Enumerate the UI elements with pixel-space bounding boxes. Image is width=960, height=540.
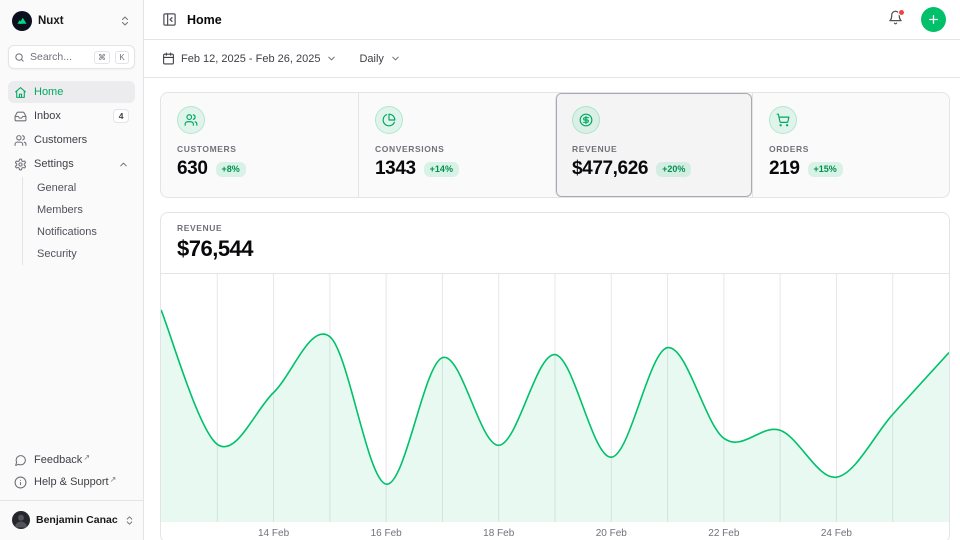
sidebar-item-home[interactable]: Home [8, 81, 135, 103]
chevrons-up-down-icon [124, 515, 135, 526]
shopping-cart-icon [769, 106, 797, 134]
stat-label: CUSTOMERS [177, 144, 342, 154]
stat-value: $477,626 [572, 158, 648, 180]
stat-card-orders[interactable]: ORDERS 219 +15% [752, 93, 949, 197]
stat-label: ORDERS [769, 144, 933, 154]
settings-subnav: General Members Notifications Security [22, 177, 135, 265]
user-menu[interactable]: Benjamin Canac [8, 508, 135, 532]
external-link-icon: ↗ [83, 453, 90, 462]
app-window: Nuxt Search... ⌘ K Home [0, 0, 960, 540]
revenue-chart-card: REVENUE $76,544 14 Feb 16 Feb 18 Feb 20 Feb… [160, 212, 950, 540]
sidebar-item-feedback[interactable]: Feedback↗ [8, 449, 135, 471]
external-link-icon: ↗ [110, 475, 117, 484]
pie-chart-icon [375, 106, 403, 134]
stat-card-conversions[interactable]: CONVERSIONS 1343 +14% [358, 93, 555, 197]
sidebar-item-members[interactable]: Members [33, 199, 135, 221]
sidebar-item-label: Home [34, 86, 129, 98]
sidebar-item-inbox[interactable]: Inbox 4 [8, 105, 135, 127]
page-header: Home [144, 0, 960, 40]
users-icon [14, 134, 27, 147]
notification-dot [898, 9, 905, 16]
stat-delta-badge: +20% [656, 162, 691, 177]
filters-toolbar: Feb 12, 2025 - Feb 26, 2025 Daily [144, 40, 960, 78]
avatar [12, 511, 30, 529]
chart-header: REVENUE $76,544 [161, 213, 949, 274]
stat-label: REVENUE [572, 144, 736, 154]
x-axis-tick-label: 24 Feb [821, 528, 853, 539]
sidebar-item-notifications[interactable]: Notifications [33, 221, 135, 243]
search-input[interactable]: Search... ⌘ K [8, 45, 135, 69]
chevron-up-icon [118, 159, 129, 170]
customers-icon [177, 106, 205, 134]
dollar-circle-icon [572, 106, 600, 134]
stat-delta-badge: +15% [808, 162, 843, 177]
sidebar-spacer [8, 265, 135, 449]
plus-icon [927, 13, 940, 26]
sidebar-item-label: Inbox [34, 110, 106, 122]
revenue-area-chart: 14 Feb 16 Feb 18 Feb 20 Feb 22 Feb 24 Feb [161, 274, 949, 540]
sidebar-item-label: Help & Support↗ [34, 476, 129, 488]
notifications-button[interactable] [886, 8, 905, 32]
chart-total-value: $76,544 [177, 236, 933, 262]
chart-label: REVENUE [177, 223, 933, 233]
period-value: Daily [359, 53, 383, 65]
chart-plot-area[interactable]: 14 Feb 16 Feb 18 Feb 20 Feb 22 Feb 24 Feb [161, 274, 949, 540]
sidebar-item-help-support[interactable]: Help & Support↗ [8, 471, 135, 493]
sidebar-item-label: Settings [34, 158, 111, 170]
chat-bubble-icon [14, 454, 27, 467]
stat-value: 1343 [375, 158, 416, 180]
stat-delta-badge: +8% [216, 162, 246, 177]
x-axis-tick-label: 18 Feb [483, 528, 515, 539]
x-axis-tick-label: 16 Feb [371, 528, 403, 539]
nuxt-logo [12, 11, 32, 31]
stat-card-customers[interactable]: CUSTOMERS 630 +8% [161, 93, 358, 197]
date-range-value: Feb 12, 2025 - Feb 26, 2025 [181, 53, 320, 65]
sidebar-item-settings[interactable]: Settings [8, 153, 135, 175]
search-icon [14, 52, 25, 63]
stat-value: 219 [769, 158, 800, 180]
user-name: Benjamin Canac [36, 514, 118, 526]
calendar-icon [162, 52, 175, 65]
x-axis-tick-label: 20 Feb [596, 528, 628, 539]
main-panel: Home Feb 12, 2025 - Feb 26, 2025 Daily [144, 0, 960, 540]
kbd-meta: ⌘ [94, 51, 110, 64]
stat-card-revenue[interactable]: REVENUE $477,626 +20% [555, 93, 752, 197]
chevron-down-icon [390, 53, 401, 64]
stat-delta-badge: +14% [424, 162, 459, 177]
sidebar-nav: Home Inbox 4 Customers Settings [8, 81, 135, 265]
search-placeholder: Search... [30, 51, 89, 63]
home-icon [14, 86, 27, 99]
sidebar-item-security[interactable]: Security [33, 243, 135, 265]
workspace-name: Nuxt [38, 15, 113, 27]
sidebar-item-label: Customers [34, 134, 129, 146]
collapse-sidebar-icon[interactable] [160, 10, 179, 29]
inbox-icon [14, 110, 27, 123]
info-circle-icon [14, 476, 27, 489]
sidebar-divider [0, 500, 143, 501]
period-select[interactable]: Daily [357, 49, 402, 69]
inbox-count-badge: 4 [113, 109, 129, 123]
chevrons-up-down-icon [119, 15, 131, 27]
stat-value: 630 [177, 158, 208, 180]
x-axis-tick-label: 14 Feb [258, 528, 290, 539]
workspace-switcher[interactable]: Nuxt [8, 9, 135, 33]
stat-label: CONVERSIONS [375, 144, 539, 154]
date-range-picker[interactable]: Feb 12, 2025 - Feb 26, 2025 [160, 48, 339, 69]
dashboard-content: CUSTOMERS 630 +8% CONVERSIONS 1343 +14% [144, 78, 960, 540]
sidebar-item-general[interactable]: General [33, 177, 135, 199]
kbd-k: K [115, 51, 129, 64]
sidebar-item-label: Feedback↗ [34, 454, 129, 466]
stats-row: CUSTOMERS 630 +8% CONVERSIONS 1343 +14% [160, 92, 950, 198]
add-button[interactable] [921, 7, 946, 32]
x-axis-tick-label: 22 Feb [708, 528, 740, 539]
gear-icon [14, 158, 27, 171]
sidebar: Nuxt Search... ⌘ K Home [0, 0, 144, 540]
chevron-down-icon [326, 53, 337, 64]
sidebar-item-customers[interactable]: Customers [8, 129, 135, 151]
page-title: Home [187, 13, 878, 27]
